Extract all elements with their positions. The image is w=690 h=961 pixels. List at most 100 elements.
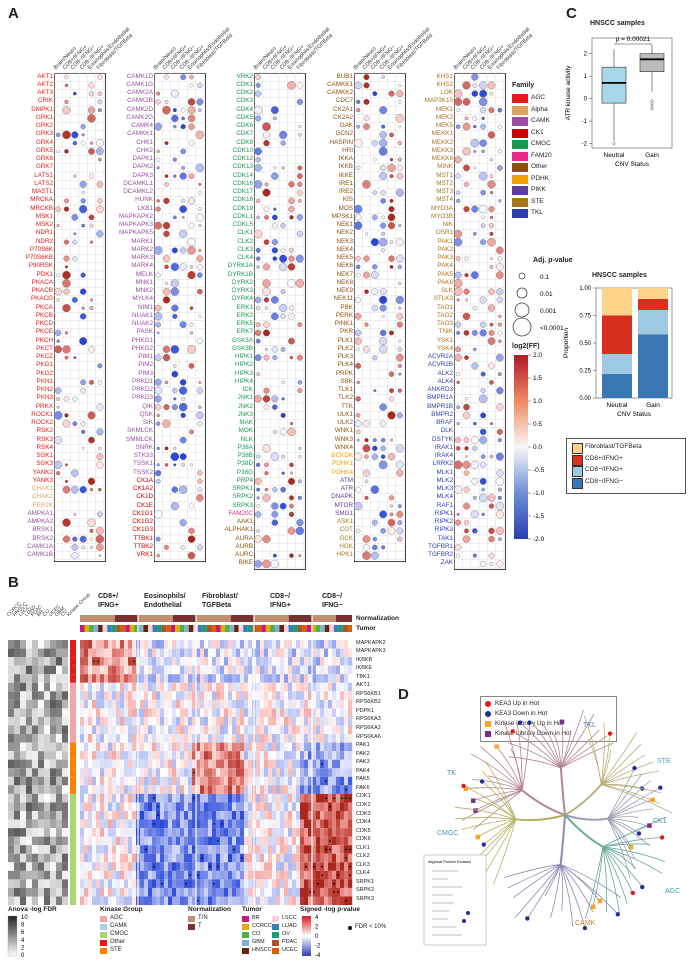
heatmap-cell bbox=[304, 759, 309, 769]
dotplot-dot bbox=[456, 108, 460, 112]
dotplot-dot bbox=[72, 239, 78, 245]
heatmap-cell bbox=[156, 879, 161, 888]
heatmap-cell bbox=[320, 691, 325, 700]
heatmap-cell bbox=[156, 725, 161, 735]
heatmap-cell bbox=[104, 648, 109, 658]
dotplot-dot bbox=[296, 98, 303, 105]
dotplot-dot bbox=[198, 380, 202, 384]
heatmap-cell bbox=[348, 734, 353, 743]
heatmap-row-label: CLK4 bbox=[356, 870, 370, 877]
heatmap-cell bbox=[120, 845, 125, 854]
heatmap-cell bbox=[140, 785, 145, 794]
heatmap-cell bbox=[336, 828, 341, 837]
heatmap-cell bbox=[84, 811, 89, 820]
heatmap-cell bbox=[180, 742, 185, 752]
gene-label: CK1A bbox=[136, 476, 153, 484]
kinase-marker bbox=[517, 720, 523, 725]
dotplot-dot bbox=[495, 502, 504, 511]
tumor-swatch bbox=[242, 932, 249, 938]
dotplot-dot bbox=[63, 288, 70, 295]
gene-label: P38A bbox=[237, 443, 253, 451]
heatmap-cell bbox=[300, 776, 305, 786]
gene-label: KHS2 bbox=[436, 80, 453, 88]
dotplot-dot bbox=[196, 255, 204, 263]
dotplot-dot bbox=[364, 438, 369, 443]
dotplot-dot bbox=[179, 485, 188, 494]
tree-leaf-branch bbox=[560, 729, 600, 769]
heatmap-cell bbox=[320, 845, 325, 854]
heatmap-cell bbox=[300, 870, 305, 880]
heatmap-cell bbox=[168, 691, 173, 700]
gene-label: DYRK1A bbox=[227, 262, 253, 270]
heatmap-cell bbox=[332, 665, 337, 675]
heatmap-cell bbox=[280, 853, 285, 863]
heatmap-cell bbox=[168, 648, 173, 658]
fdr-dot bbox=[317, 882, 319, 885]
dotplot-dot bbox=[81, 306, 85, 310]
heatmap-cell bbox=[188, 776, 193, 786]
heatmap-cell bbox=[348, 691, 353, 700]
normalization-swatch bbox=[188, 924, 195, 930]
heatmap-cell bbox=[212, 699, 217, 709]
anova-cell bbox=[20, 725, 26, 735]
heatmap-cell bbox=[128, 793, 133, 803]
heatmap-cell bbox=[176, 836, 181, 846]
heatmap-cell bbox=[112, 836, 117, 846]
heatmap-cell bbox=[96, 879, 101, 888]
heatmap-cell bbox=[244, 845, 249, 854]
tree-leaf-branch bbox=[508, 742, 562, 769]
dotplot-dot bbox=[396, 527, 404, 535]
heatmap-cell bbox=[272, 725, 277, 735]
heatmap-cell bbox=[276, 896, 281, 906]
gene-label: TGFBR2 bbox=[428, 551, 453, 558]
dotplot-dot bbox=[297, 199, 302, 203]
dotplot-dot bbox=[170, 279, 179, 288]
heatmap-cell bbox=[208, 828, 213, 837]
gene-label: IRE2 bbox=[339, 188, 353, 195]
heatmap-cell bbox=[276, 785, 281, 794]
heatmap-cell bbox=[272, 845, 277, 854]
heatmap-cell bbox=[288, 819, 293, 829]
dotplot-dot bbox=[79, 535, 87, 543]
gene-label: WNK1 bbox=[334, 427, 353, 435]
anova-cell bbox=[38, 887, 44, 897]
dotplot-dot bbox=[362, 551, 371, 560]
heatmap-cell bbox=[332, 896, 337, 906]
heatmap-cell bbox=[324, 853, 329, 863]
heatmap-cell bbox=[80, 785, 85, 794]
heatmap-cell bbox=[260, 768, 265, 777]
heatmap-cell bbox=[340, 657, 345, 666]
heatmap-cell bbox=[344, 648, 349, 658]
anova-cell bbox=[44, 751, 50, 760]
heatmap-cell bbox=[328, 725, 333, 735]
heatmap-cell bbox=[120, 759, 125, 769]
anova-cell bbox=[50, 648, 56, 658]
dotplot-dot bbox=[80, 123, 86, 130]
heatmap-cell bbox=[244, 862, 249, 871]
panel-letter-b: B bbox=[8, 574, 19, 591]
heatmap-cell bbox=[348, 742, 353, 752]
heatmap-cell bbox=[116, 887, 121, 897]
heatmap-cell bbox=[272, 657, 277, 666]
heatmap-cell bbox=[232, 811, 237, 820]
heatmap-cell bbox=[316, 734, 321, 743]
heatmap-cell bbox=[100, 708, 105, 717]
kinase-group-cell bbox=[70, 640, 76, 649]
dotplot-dot bbox=[396, 469, 404, 477]
dotplot-dot bbox=[489, 322, 494, 327]
heatmap-cell bbox=[96, 845, 101, 854]
dotplot-dot bbox=[364, 232, 369, 236]
dotplot-dot bbox=[389, 438, 394, 442]
gene-label: MAK bbox=[239, 419, 253, 426]
heatmap-cell bbox=[340, 819, 345, 829]
dotplot-dot bbox=[173, 124, 177, 129]
tumor-bar bbox=[338, 625, 343, 632]
heatmap-cell bbox=[284, 862, 289, 871]
heatmap-cell bbox=[184, 802, 189, 811]
heatmap-cell bbox=[196, 811, 201, 820]
gene-label: MAPKAPK3 bbox=[119, 221, 153, 228]
inset-title: Atypical Protein Kinases bbox=[428, 859, 471, 864]
heatmap-cell bbox=[160, 853, 165, 863]
heatmap-cell bbox=[92, 751, 97, 760]
heatmap-cell bbox=[232, 734, 237, 743]
